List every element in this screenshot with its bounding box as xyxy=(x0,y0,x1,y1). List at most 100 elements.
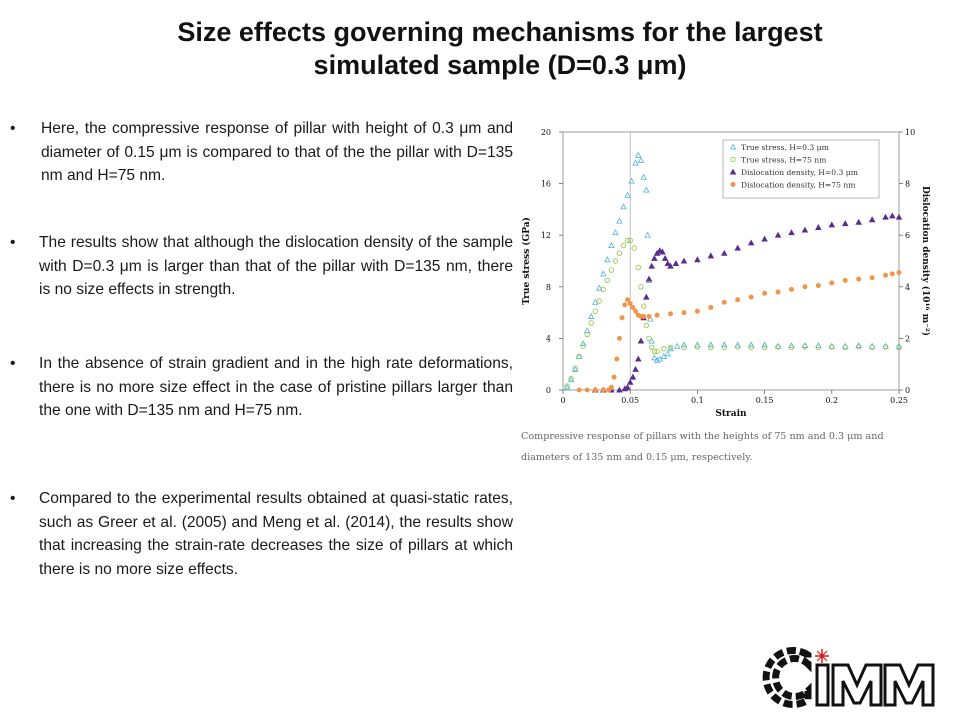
bullet-text-4: Compared to the experimental results obt… xyxy=(39,490,513,578)
data-point xyxy=(638,284,644,290)
data-point xyxy=(608,242,615,248)
data-point xyxy=(788,286,794,292)
data-point xyxy=(868,216,876,223)
data-point xyxy=(815,344,822,351)
slide-title: Size effects governing mechanisms for th… xyxy=(90,16,910,82)
bullet-item-4: • Compared to the experimental results o… xyxy=(10,487,513,581)
plot-frame xyxy=(562,131,900,391)
data-point xyxy=(708,304,714,310)
data-point xyxy=(664,260,672,267)
data-point xyxy=(611,374,617,380)
data-point xyxy=(622,302,628,308)
legend-label: True stress, H=75 nm xyxy=(741,156,826,165)
data-point xyxy=(600,387,606,393)
data-point xyxy=(616,386,623,393)
data-point xyxy=(694,256,701,263)
stress-density-chart: 0 0.05 0.1 0.15 0.2 0.250481216200246810Strai… xyxy=(521,128,931,419)
data-point xyxy=(627,237,633,244)
y2-tick-label: 2 xyxy=(905,334,910,343)
data-point xyxy=(895,213,903,220)
figure-caption: Compressive response of pillars with the… xyxy=(521,431,884,463)
data-point xyxy=(643,293,650,300)
data-point xyxy=(580,343,586,349)
logo-i-letter xyxy=(815,663,830,707)
data-point xyxy=(637,337,645,344)
data-point xyxy=(619,315,625,321)
data-point xyxy=(788,344,795,351)
data-point xyxy=(612,258,619,264)
data-point xyxy=(635,264,641,271)
data-point xyxy=(631,245,637,251)
data-point xyxy=(624,191,631,198)
y-tick-label: 16 xyxy=(541,180,551,189)
bullet-dot: • xyxy=(10,120,16,137)
data-point xyxy=(748,344,754,351)
legend-marker xyxy=(729,143,737,150)
data-point xyxy=(624,383,631,390)
data-point xyxy=(842,344,848,351)
data-point xyxy=(734,244,741,251)
data-point xyxy=(721,344,727,351)
data-point xyxy=(583,327,591,334)
x-axis-label: Strain xyxy=(715,409,747,419)
title-line-2: simulated sample (D=0.3 μm) xyxy=(313,50,687,80)
y-tick-label: 8 xyxy=(546,283,551,292)
y2-tick-label: 4 xyxy=(905,283,910,292)
bullet-text-1: Here, the compressive response of pillar… xyxy=(41,120,513,184)
data-point xyxy=(640,173,647,180)
data-point xyxy=(855,344,862,350)
data-point xyxy=(673,342,681,349)
data-point xyxy=(774,231,782,238)
data-point xyxy=(896,270,902,276)
data-point xyxy=(748,294,754,300)
data-point xyxy=(735,297,741,303)
data-point xyxy=(576,387,582,393)
data-point xyxy=(600,286,607,293)
data-point xyxy=(628,177,635,184)
y-tick-label: 20 xyxy=(541,128,551,137)
data-point xyxy=(625,297,631,303)
data-point xyxy=(667,262,674,269)
logo-m-letters xyxy=(831,663,935,707)
y-axis-label: True stress (GPa) xyxy=(521,217,532,305)
data-point xyxy=(707,341,715,348)
series-group-2 xyxy=(564,237,902,389)
data-point xyxy=(645,275,653,282)
data-point xyxy=(667,345,674,352)
data-point xyxy=(681,310,687,316)
bullet-text-3: In the absence of strain gradient and in… xyxy=(39,355,513,419)
data-point xyxy=(592,387,598,393)
data-point xyxy=(661,254,669,261)
y-tick-label: 12 xyxy=(541,231,551,240)
data-point xyxy=(620,203,627,210)
data-point xyxy=(882,213,889,220)
data-point xyxy=(721,299,727,305)
data-point xyxy=(856,276,862,282)
data-point xyxy=(659,248,666,255)
data-point xyxy=(802,284,808,290)
data-point xyxy=(762,290,768,296)
data-point xyxy=(614,356,620,362)
x-tick-label: 0.2 xyxy=(825,396,838,405)
data-point xyxy=(672,260,680,267)
data-point xyxy=(801,226,809,233)
data-point xyxy=(855,218,862,225)
data-point xyxy=(616,217,623,224)
data-point xyxy=(640,303,647,309)
data-point xyxy=(815,283,821,289)
bullet-item-3: • In the absence of strain gradient and … xyxy=(10,352,513,423)
data-point xyxy=(775,344,781,350)
data-point xyxy=(633,308,639,314)
data-point xyxy=(630,304,636,310)
legend-label: Dislocation density, H=75 nm xyxy=(741,181,855,190)
data-point xyxy=(651,354,658,361)
data-point xyxy=(829,280,835,286)
series-group-4 xyxy=(576,270,902,393)
data-point xyxy=(680,341,688,348)
data-point xyxy=(869,275,875,281)
data-point xyxy=(608,384,614,390)
data-point xyxy=(668,311,674,317)
logo-c-mark xyxy=(762,647,812,708)
data-point xyxy=(775,289,781,295)
data-point xyxy=(883,272,889,278)
